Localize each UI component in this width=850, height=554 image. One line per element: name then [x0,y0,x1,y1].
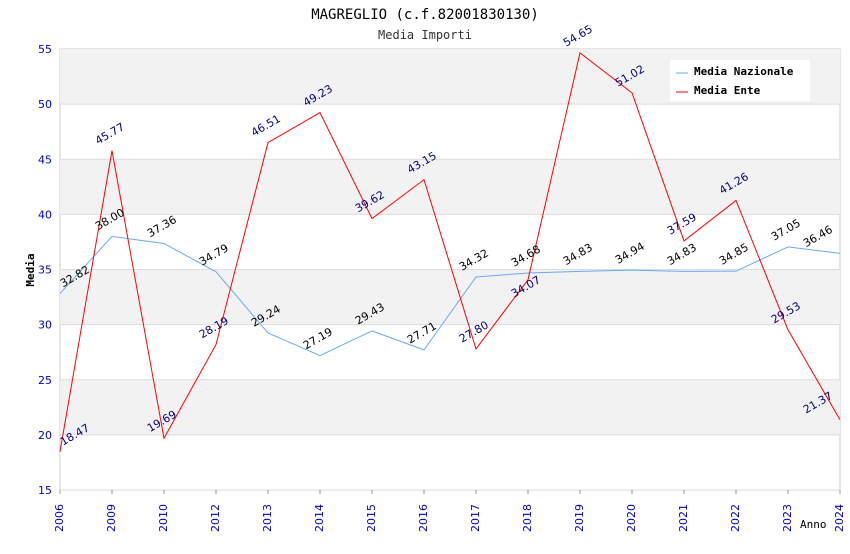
series-line-nazionale [59,235,841,357]
y-tick-label: 30 [38,319,52,332]
x-tick-label: 2017 [469,504,482,532]
y-tick-label: 45 [38,153,52,166]
y-axis-label: Media [24,253,37,286]
chart-title: MAGREGLIO (c.f.82001830130) [311,7,539,23]
x-tick-label: 2022 [729,504,742,532]
legend-label-ente: Media Ente [694,84,761,97]
chart-subtitle: Media Importi [378,28,472,42]
x-tick-label: 2006 [53,504,66,532]
x-tick-label: 2010 [157,504,170,532]
x-axis-label: Anno [800,518,827,531]
y-tick-label: 20 [38,429,52,442]
data-label: 54.65 [561,22,595,49]
x-tick-label: 2024 [833,504,846,532]
x-tick-label: 2012 [209,504,222,532]
grid-band [60,269,840,325]
x-tick-label: 2015 [365,504,378,532]
x-tick-label: 2013 [261,504,274,532]
x-tick-label: 2021 [677,504,690,532]
y-tick-label: 15 [38,484,52,497]
y-tick-label: 55 [38,43,52,56]
grid-band [60,379,840,435]
grid-band [60,159,840,215]
y-tick-label: 40 [38,208,52,221]
y-tick-label: 25 [38,374,52,387]
x-tick-label: 2019 [573,504,586,532]
x-tick-label: 2023 [781,504,794,532]
x-tick-label: 2014 [313,504,326,532]
x-tick-label: 2020 [625,504,638,532]
y-tick-label: 35 [38,264,52,277]
legend-label-nazionale: Media Nazionale [694,65,794,78]
x-tick-label: 2016 [417,504,430,532]
x-tick-label: 2009 [105,504,118,532]
legend: Media Nazionale Media Ente [670,60,810,101]
x-tick-label: 2018 [521,504,534,532]
series-line-ente [59,51,841,452]
y-tick-label: 50 [38,98,52,111]
